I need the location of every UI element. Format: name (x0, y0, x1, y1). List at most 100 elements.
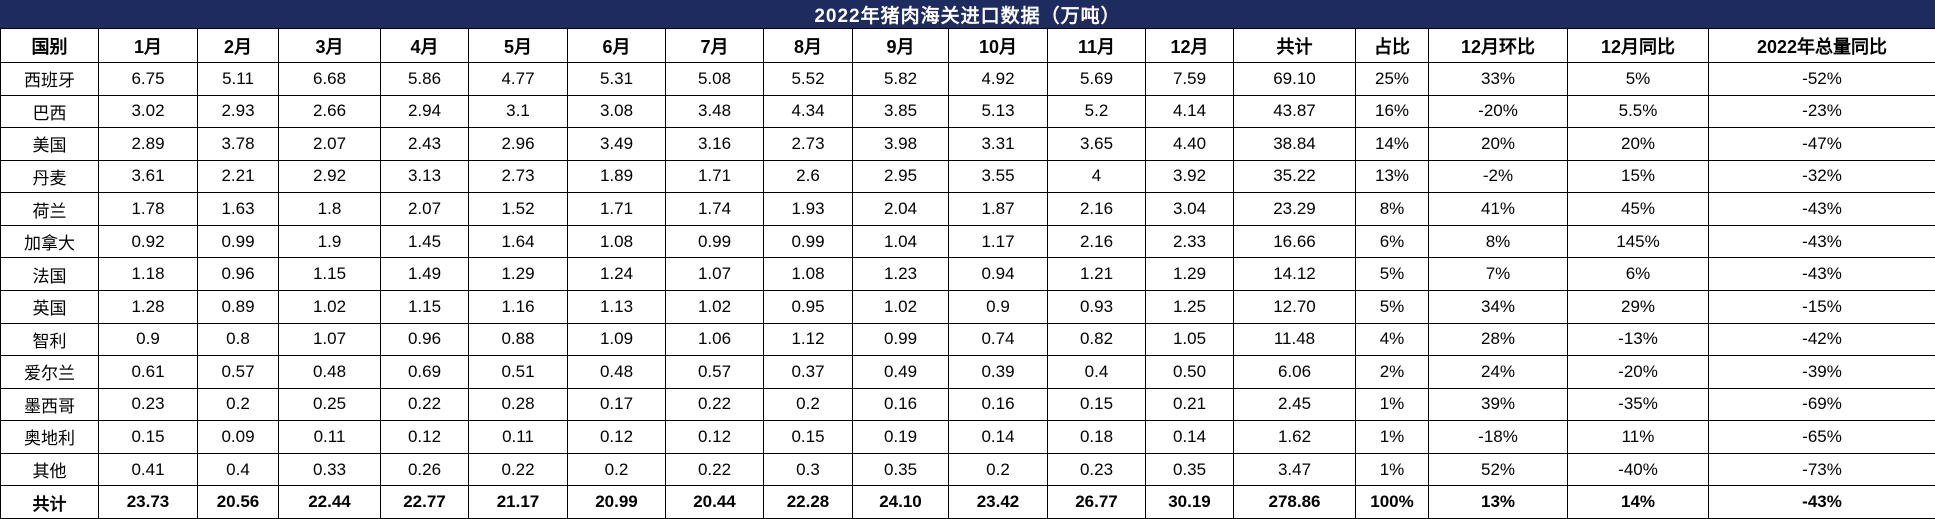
value-cell: 0.99 (197, 224, 279, 259)
value-cell: 4.40 (1145, 127, 1234, 161)
value-cell: 1% (1355, 420, 1429, 454)
value-cell: 28% (1428, 322, 1568, 357)
value-cell: 1.23 (852, 257, 949, 291)
value-cell: 5.11 (197, 62, 279, 96)
value-cell: 3.02 (98, 94, 198, 129)
country-cell: 爱尔兰 (0, 355, 99, 389)
value-cell: -23% (1708, 94, 1935, 129)
value-cell: 20.44 (665, 485, 764, 519)
table-row-4: 荷兰 1.78 1.63 1.8 2.07 1.52 1.71 1.74 1.93 2.04 1.8… (0, 192, 1935, 226)
value-cell: 1.08 (763, 257, 853, 291)
value-cell: 0.49 (852, 355, 949, 389)
value-cell: 0.57 (665, 355, 764, 389)
value-cell: 3.04 (1145, 192, 1234, 226)
value-cell: 0.22 (665, 387, 764, 422)
header-cell-9: 9月 (852, 28, 949, 63)
value-cell: 4 (1047, 159, 1146, 194)
value-cell: 0.9 (948, 289, 1048, 324)
value-cell: -18% (1428, 420, 1568, 454)
table-row-9: 爱尔兰 0.61 0.57 0.48 0.69 0.51 0.48 0.57 0.37 0.49 0… (0, 355, 1935, 389)
value-cell: 0.99 (852, 322, 949, 357)
value-cell: 7.59 (1145, 62, 1234, 96)
value-cell: 15% (1567, 159, 1709, 194)
country-cell: 美国 (0, 127, 99, 161)
header-cell-16: 12月同比 (1567, 28, 1709, 63)
country-cell: 法国 (0, 257, 99, 291)
value-cell: 0.25 (278, 387, 381, 422)
value-cell: 2.45 (1233, 387, 1356, 422)
value-cell: 5.52 (763, 62, 853, 96)
value-cell: 5.86 (380, 62, 469, 96)
value-cell: 1.18 (98, 257, 198, 291)
country-cell: 巴西 (0, 94, 99, 129)
value-cell: 1.16 (468, 289, 568, 324)
value-cell: 69.10 (1233, 62, 1356, 96)
value-cell: 5.31 (567, 62, 666, 96)
value-cell: -43% (1708, 224, 1935, 259)
value-cell: 1.52 (468, 192, 568, 226)
value-cell: 45% (1567, 192, 1709, 226)
value-cell: 30.19 (1145, 485, 1234, 519)
value-cell: 14% (1567, 485, 1709, 519)
value-cell: 1.07 (665, 257, 764, 291)
value-cell: 2.16 (1047, 192, 1146, 226)
value-cell: 20% (1567, 127, 1709, 161)
value-cell: 0.99 (665, 224, 764, 259)
value-cell: 1.62 (1233, 420, 1356, 454)
import-data-table: 国别 1月 2月 3月 4月 5月 6月 7月 8月 9月 10月 11月 12月 共计 占比 12月环比 12… (0, 28, 1935, 519)
value-cell: 1.02 (665, 289, 764, 324)
value-cell: 1.9 (278, 224, 381, 259)
value-cell: 2.66 (278, 94, 381, 129)
value-cell: 1.29 (468, 257, 568, 291)
value-cell: 0.39 (948, 355, 1048, 389)
value-cell: 6% (1355, 224, 1429, 259)
header-cell-15: 12月环比 (1428, 28, 1568, 63)
value-cell: 3.61 (98, 159, 198, 194)
value-cell: 0.17 (567, 387, 666, 422)
value-cell: 1.08 (567, 224, 666, 259)
header-cell-17: 2022年总量同比 (1708, 28, 1935, 63)
value-cell: 0.96 (197, 257, 279, 291)
value-cell: 4.14 (1145, 94, 1234, 129)
value-cell: 0.16 (948, 387, 1048, 422)
header-cell-8: 8月 (763, 28, 853, 63)
value-cell: 5.13 (948, 94, 1048, 129)
value-cell: -39% (1708, 355, 1935, 389)
value-cell: 0.14 (1145, 420, 1234, 454)
table-title: 2022年猪肉海关进口数据（万吨） (0, 0, 1935, 28)
value-cell: 5.08 (665, 62, 764, 96)
value-cell: 0.14 (948, 420, 1048, 454)
value-cell: 2.04 (852, 192, 949, 226)
value-cell: 0.41 (98, 452, 198, 487)
value-cell: -52% (1708, 62, 1935, 96)
value-cell: 0.4 (197, 452, 279, 487)
value-cell: 5% (1355, 289, 1429, 324)
value-cell: 0.94 (948, 257, 1048, 291)
value-cell: -43% (1708, 257, 1935, 291)
value-cell: 0.21 (1145, 387, 1234, 422)
value-cell: 1.89 (567, 159, 666, 194)
value-cell: 8% (1428, 224, 1568, 259)
country-cell: 西班牙 (0, 62, 99, 96)
value-cell: 1.21 (1047, 257, 1146, 291)
header-cell-4: 4月 (380, 28, 469, 63)
value-cell: -42% (1708, 322, 1935, 357)
value-cell: 0.26 (380, 452, 469, 487)
value-cell: 34% (1428, 289, 1568, 324)
country-cell: 荷兰 (0, 192, 99, 226)
value-cell: 1.17 (948, 224, 1048, 259)
value-cell: 22.77 (380, 485, 469, 519)
value-cell: 1.02 (278, 289, 381, 324)
value-cell: 1.64 (468, 224, 568, 259)
value-cell: 16% (1355, 94, 1429, 129)
value-cell: 3.92 (1145, 159, 1234, 194)
header-cell-2: 2月 (197, 28, 279, 63)
value-cell: 8% (1355, 192, 1429, 226)
value-cell: 4.34 (763, 94, 853, 129)
total-row: 共计 23.73 20.56 22.44 22.77 21.17 20.99 20.44 22.… (0, 485, 1935, 519)
value-cell: 1.29 (1145, 257, 1234, 291)
country-cell: 奥地利 (0, 420, 99, 454)
table-row-5: 加拿大 0.92 0.99 1.9 1.45 1.64 1.08 0.99 0.99 1.04 1.… (0, 224, 1935, 259)
table-row-11: 奥地利 0.15 0.09 0.11 0.12 0.11 0.12 0.12 0.15 0.19 0… (0, 420, 1935, 454)
value-cell: 2.89 (98, 127, 198, 161)
